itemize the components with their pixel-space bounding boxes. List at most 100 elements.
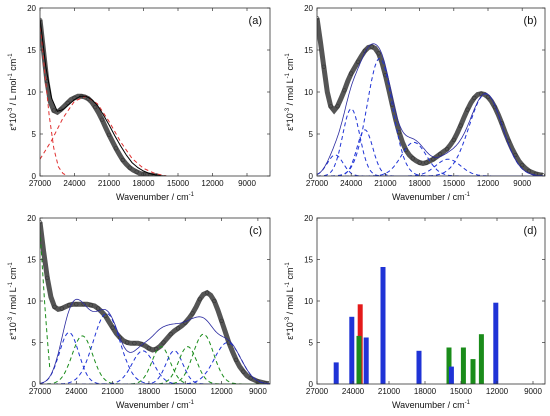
measured-point xyxy=(485,94,491,100)
panel-label: (d) xyxy=(524,225,537,237)
x-tick-label: 21000 xyxy=(98,179,121,188)
y-tick-label: 20 xyxy=(304,4,313,13)
y-tick-label: 0 xyxy=(32,380,37,389)
y-tick-label: 10 xyxy=(304,88,313,97)
fit-curve xyxy=(317,43,545,176)
x-tick-label: 18000 xyxy=(408,179,431,188)
measured-point xyxy=(139,342,144,347)
measured-point xyxy=(465,107,470,112)
measured-point xyxy=(328,104,333,109)
x-tick-label: 9000 xyxy=(524,387,542,396)
measured-point xyxy=(410,156,415,161)
y-axis-title-sup: -3 xyxy=(285,316,291,322)
measured-point xyxy=(424,160,429,165)
y-axis-title-main: / mol L xyxy=(8,287,18,317)
y-tick-label: 10 xyxy=(27,88,36,97)
y-tick-label: 5 xyxy=(32,339,37,348)
bar-blue xyxy=(363,337,369,384)
measured-point xyxy=(431,157,436,162)
measured-point xyxy=(161,340,166,345)
y-axis-title-sup: -1 xyxy=(8,53,14,59)
panel-b: 27000 24000 21000 18000 15000 12000 9000 0 5 10 15… xyxy=(285,4,546,202)
measured-band xyxy=(40,19,158,176)
y-axis-title-sup: -1 xyxy=(285,53,291,59)
measured-point xyxy=(349,71,354,76)
y-axis-title-sup: -1 xyxy=(8,73,14,79)
y-tick-label: 5 xyxy=(32,130,37,139)
x-axis-title: Wavenumber / cm-1 xyxy=(116,400,195,410)
measured-point xyxy=(59,306,64,311)
measured-point xyxy=(120,157,125,163)
y-tick-label: 0 xyxy=(309,172,314,181)
plot-area xyxy=(40,17,167,176)
y-axis-title-sup: -1 xyxy=(285,281,291,287)
x-axis-title: Wavenumber / cm-1 xyxy=(392,192,471,202)
x-tick-label: 15000 xyxy=(167,179,190,188)
measured-point xyxy=(146,346,151,351)
measured-point xyxy=(212,298,217,304)
measured-point xyxy=(168,332,173,337)
y-tick-label: 10 xyxy=(27,297,36,306)
y-axis-title-main: ε*10 xyxy=(285,113,295,131)
plot-area xyxy=(333,267,499,384)
bar-blue xyxy=(349,316,355,384)
measured-point xyxy=(205,290,210,295)
x-tick-label: 18000 xyxy=(414,387,437,396)
x-tick-label: 9000 xyxy=(513,179,531,188)
x-tick-label: 9000 xyxy=(238,179,256,188)
measured-point xyxy=(197,297,202,302)
measured-point xyxy=(451,137,456,142)
y-axis-title-main: ε*10 xyxy=(8,113,18,131)
gaussian-band xyxy=(317,154,545,176)
panel-label: (b) xyxy=(524,15,537,27)
measured-point xyxy=(479,91,484,96)
measured-point xyxy=(335,104,340,109)
measured-band xyxy=(317,17,544,176)
y-tick-label: 0 xyxy=(309,380,314,389)
measured-point xyxy=(110,325,115,330)
x-axis-title-sup: -1 xyxy=(465,400,471,406)
x-tick-label: 27000 xyxy=(29,387,52,396)
measured-point xyxy=(438,152,443,157)
gaussian-band xyxy=(40,346,270,384)
y-axis-title-sup: -3 xyxy=(8,316,14,322)
y-axis-title-main: cm xyxy=(8,268,18,283)
y-tick-label: 0 xyxy=(32,172,37,181)
measured-point xyxy=(95,306,101,311)
gaussian-band xyxy=(40,20,68,176)
measured-point xyxy=(234,357,239,363)
gaussian-band xyxy=(317,158,545,176)
y-axis-title: ε*10-3 / mol L-1 cm-1 xyxy=(8,262,18,340)
measured-point xyxy=(127,165,132,170)
x-tick-label: 24000 xyxy=(340,179,363,188)
measured-point xyxy=(520,163,525,168)
bar-blue xyxy=(333,362,339,384)
x-axis-title-sup: -1 xyxy=(189,400,195,406)
x-tick-label: 24000 xyxy=(63,179,86,188)
panel-c: 27000 24000 21000 18000 15000 12000 9000 0 5 10 15… xyxy=(8,214,271,410)
measured-point xyxy=(93,104,98,110)
y-tick-label: 15 xyxy=(304,256,313,265)
measured-point xyxy=(248,376,253,381)
bar-blue xyxy=(448,366,454,384)
bar-green xyxy=(460,347,466,384)
y-tick-label: 5 xyxy=(309,130,314,139)
measured-point xyxy=(355,59,361,64)
measured-point xyxy=(241,369,246,374)
measured-point xyxy=(321,64,326,69)
gaussian-band xyxy=(40,95,167,176)
measured-point xyxy=(106,132,112,137)
x-axis-title-main: Wavenumber / cm xyxy=(392,192,465,202)
y-tick-label: 20 xyxy=(27,214,36,223)
y-tick-label: 15 xyxy=(304,46,313,55)
measured-point xyxy=(117,335,122,340)
y-axis-title-sup: -3 xyxy=(285,107,291,113)
measured-point xyxy=(52,304,57,309)
x-axis-title-sup: -1 xyxy=(465,192,471,198)
measured-point xyxy=(376,51,381,56)
gaussian-band xyxy=(317,129,545,176)
gaussian-band xyxy=(40,230,51,368)
x-tick-label: 15000 xyxy=(443,179,466,188)
x-axis-title-main: Wavenumber / cm xyxy=(116,192,189,202)
bar-green xyxy=(478,334,484,384)
